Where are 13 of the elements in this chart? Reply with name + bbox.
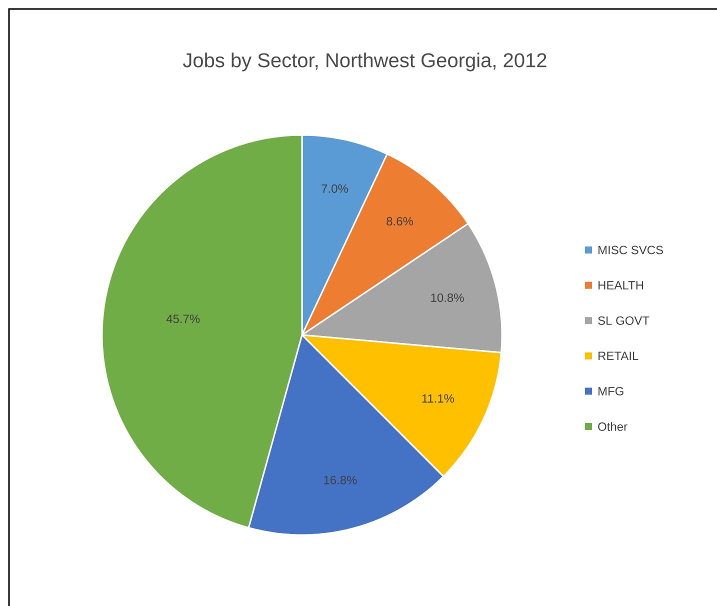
legend-label: MFG [598, 386, 624, 396]
data-label: 7.0% [322, 184, 348, 193]
data-label: 10.8% [431, 293, 464, 302]
legend-label: MISC SVCS [598, 246, 663, 254]
data-label: 11.1% [422, 394, 454, 403]
legend-label: SL GOVT [598, 316, 650, 325]
legend-label: RETAIL [598, 352, 638, 360]
data-label: 16.8% [324, 476, 357, 484]
data-label: 8.6% [386, 216, 414, 226]
data-label: 45.7% [166, 314, 200, 324]
legend-label: HEALTH [598, 281, 644, 290]
chart-title: Jobs by Sector, Northwest Georgia, 2012 [183, 52, 546, 72]
legend-label: Other [598, 422, 628, 431]
